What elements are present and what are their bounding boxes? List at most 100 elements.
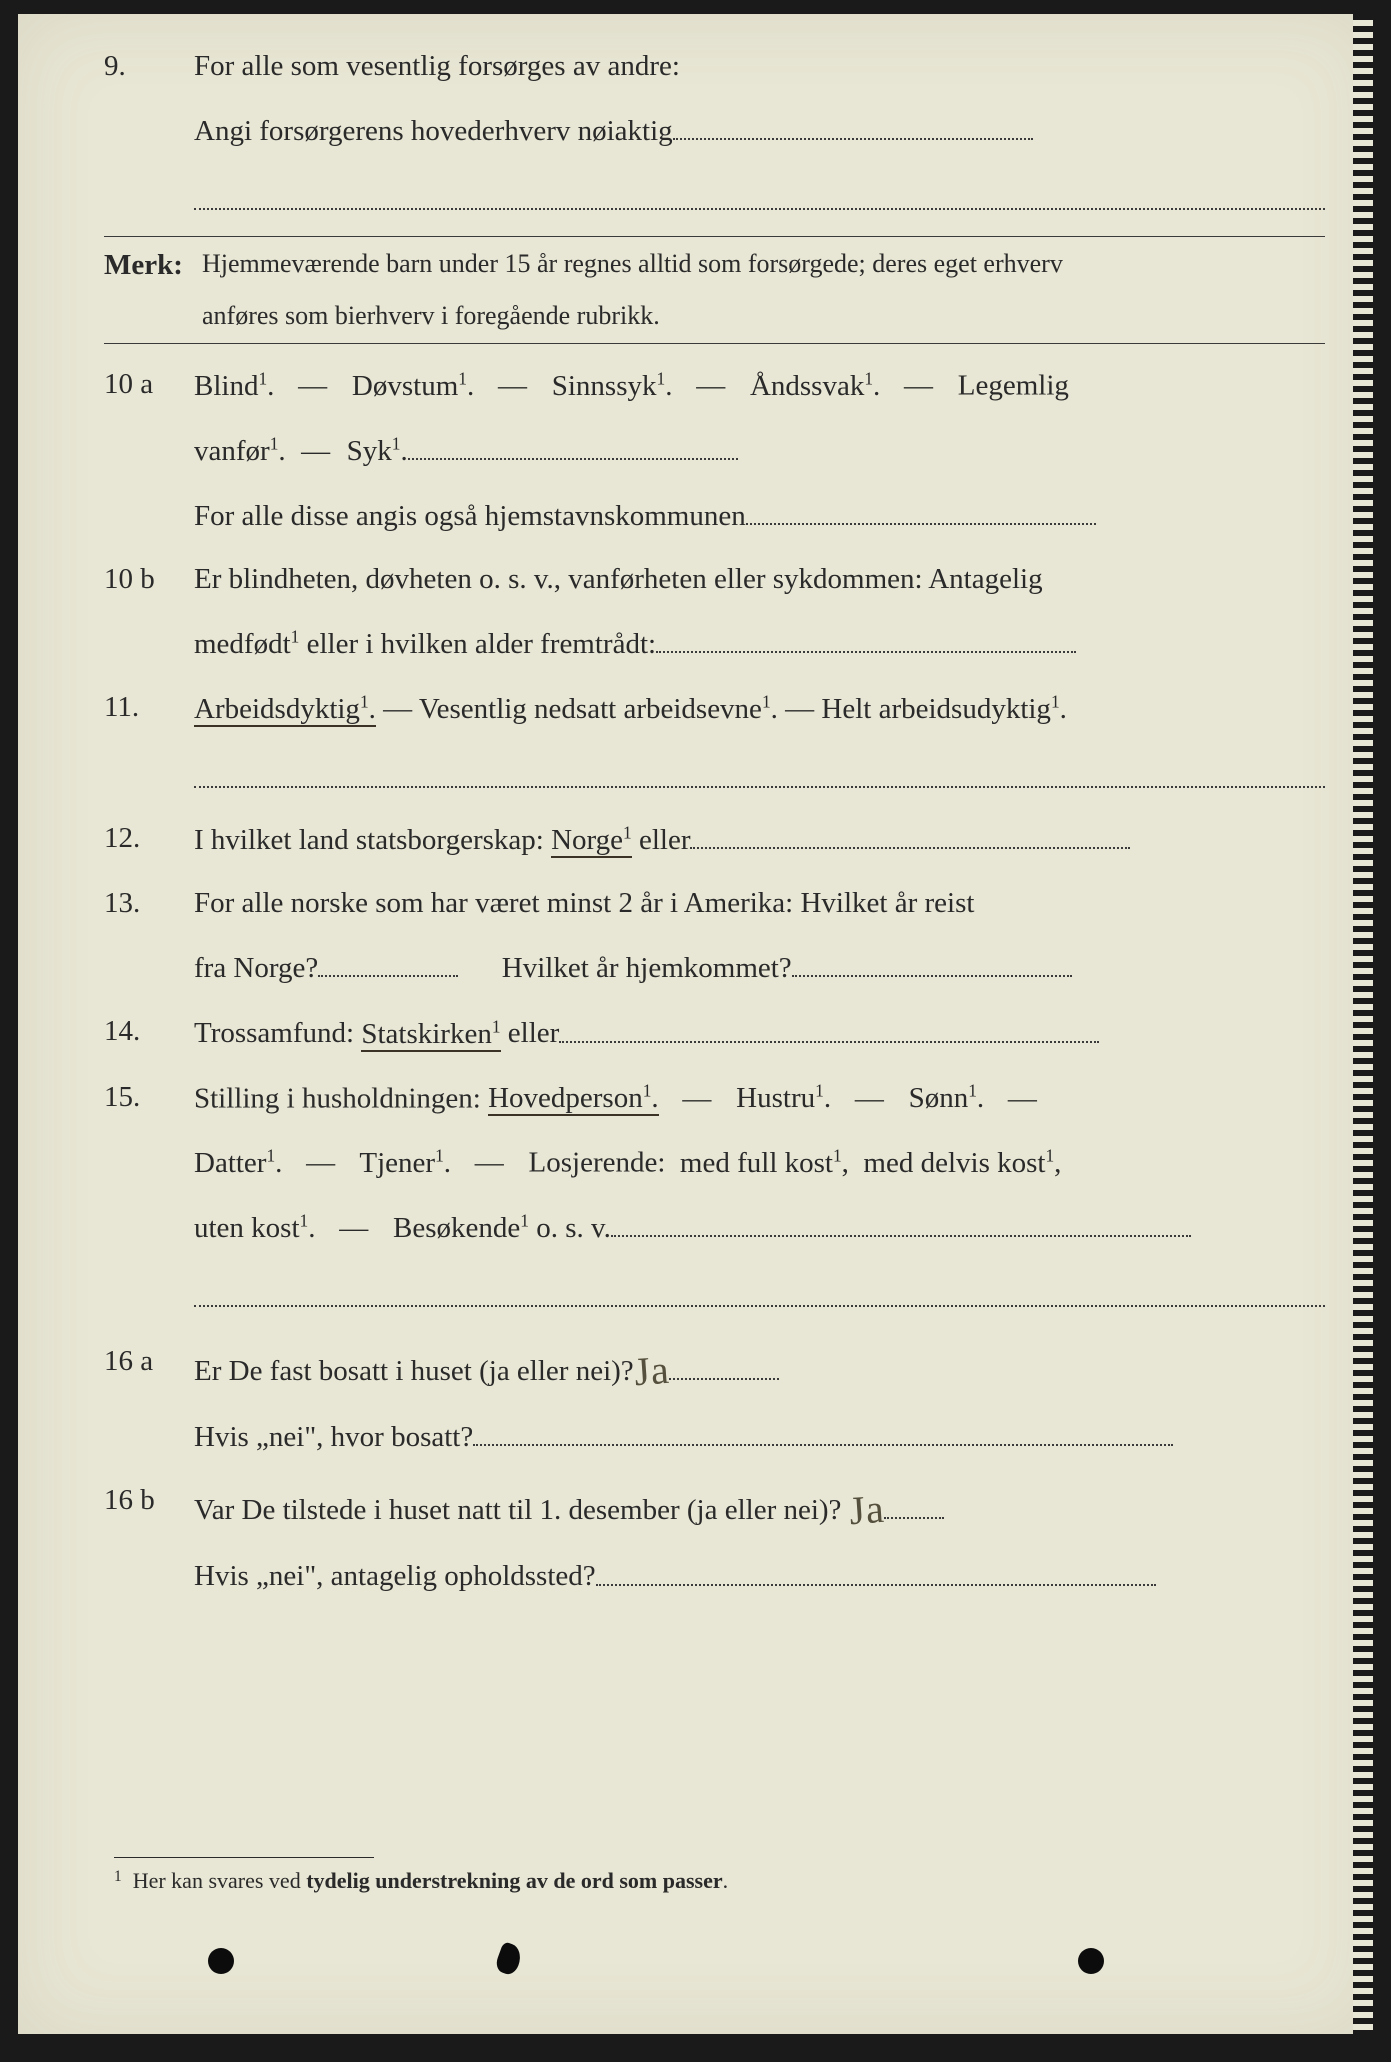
opt-statskirken-selected: Statskirken1 <box>361 1018 500 1052</box>
footnote-bold: tydelig understrekning av de ord som pas… <box>306 1868 722 1893</box>
sep: — <box>838 1082 901 1114</box>
q16b-answer-handwritten: Ja <box>848 1489 886 1531</box>
sep: — <box>323 1212 386 1244</box>
opt-tjener: Tjener1. <box>359 1147 451 1179</box>
sep: — <box>290 1147 353 1179</box>
question-10b: 10 b Er blindheten, døvheten o. s. v., v… <box>104 565 1325 693</box>
blank-line <box>408 435 738 460</box>
q16a-q2: Hvis „nei", hvor bosatt? <box>194 1421 1325 1452</box>
sep: — <box>481 370 544 402</box>
perforation-edge <box>1353 14 1373 2034</box>
merk-text1: Hjemmeværende barn under 15 år regnes al… <box>202 251 1325 277</box>
q14-label: Trossamfund: <box>194 1018 361 1050</box>
opt-datter: Datter1. <box>194 1147 282 1179</box>
question-12: 12. I hvilket land statsborgerskap: Norg… <box>104 824 1325 889</box>
opt-sonn: Sønn1. <box>909 1082 985 1114</box>
q13-hjemkommet: Hvilket år hjemkommet? <box>502 952 792 984</box>
opt-hustru: Hustru1. <box>736 1082 831 1114</box>
sep: — <box>666 1082 729 1114</box>
q15-number: 15. <box>104 1083 194 1112</box>
q10b-post: eller i hvilken alder fremtrådt: <box>299 628 656 660</box>
hole-punch-icon <box>1078 1948 1104 1974</box>
q16b-q2-text: Hvis „nei", antagelig opholdssted? <box>194 1561 596 1593</box>
q10b-line1: Er blindheten, døvheten o. s. v., vanfør… <box>194 565 1325 594</box>
q15-line2: Datter1. — Tjener1. — Losjerende: med fu… <box>194 1147 1325 1178</box>
q9-line1: For alle som vesentlig forsørges av andr… <box>194 52 1325 81</box>
footnote-post: . <box>723 1868 729 1893</box>
q11-options: Arbeidsdyktig1. — Vesentlig nedsatt arbe… <box>194 693 1325 724</box>
question-10a: 10 a Blind1. — Døvstum1. — Sinnssyk1. — … <box>104 370 1325 565</box>
q12-post: eller <box>632 824 691 856</box>
merk-label: Merk: <box>104 251 202 280</box>
q12-line: I hvilket land statsborgerskap: Norge1 e… <box>194 824 1325 855</box>
opt-nedsatt: Vesentlig nedsatt arbeidsevne1. <box>419 693 778 725</box>
opt-uten-kost: uten kost1. <box>194 1212 315 1244</box>
opt-besokende: Besøkende1 <box>393 1212 529 1244</box>
q16a-answer-handwritten: Ja <box>633 1350 671 1392</box>
blank-line <box>656 628 1076 653</box>
q15-line1: Stilling i husholdningen: Hovedperson1. … <box>194 1083 1325 1114</box>
sep: — <box>991 1082 1038 1114</box>
q10a-options-line2: vanfør1. — Syk1. <box>194 435 1325 466</box>
q14-post: eller <box>501 1018 560 1050</box>
sep: — <box>680 370 743 402</box>
scanned-form-page: 9. For alle som vesentlig forsørges av a… <box>18 14 1373 2034</box>
footnote-marker: 1 <box>114 1868 122 1885</box>
sep: — <box>785 693 821 725</box>
q10b-number: 10 b <box>104 565 194 594</box>
form-content: 9. For alle som vesentlig forsørges av a… <box>104 52 1325 1626</box>
q16a-number: 16 a <box>104 1347 194 1376</box>
opt-delvis-kost: med delvis kost1, <box>856 1147 1061 1179</box>
question-16a: 16 a Er De fast bosatt i huset (ja eller… <box>104 1347 1325 1486</box>
question-15: 15. Stilling i husholdningen: Hovedperso… <box>104 1083 1325 1348</box>
footnote-pre: Her kan svares ved <box>133 1868 307 1893</box>
rule-below-merk <box>104 343 1325 344</box>
q12-pre: I hvilket land statsborgerskap: <box>194 824 551 856</box>
q15-osv: o. s. v. <box>529 1212 611 1244</box>
q14-line: Trossamfund: Statskirken1 eller <box>194 1017 1325 1048</box>
q13-number: 13. <box>104 889 194 918</box>
q10a-line3-text: For alle disse angis også hjemstavnskomm… <box>194 500 746 532</box>
opt-andssvak: Åndssvak1. <box>750 370 880 402</box>
q12-number: 12. <box>104 824 194 853</box>
opt-norge-selected: Norge1 <box>551 824 632 858</box>
question-9: 9. For alle som vesentlig forsørges av a… <box>104 52 1325 236</box>
blank-line-full <box>194 180 1325 210</box>
question-16b: 16 b Var De tilstede i huset natt til 1.… <box>104 1486 1325 1625</box>
merk-text2: anføres som bierhverv i foregående rubri… <box>202 303 1325 329</box>
q9-line2: Angi forsørgerens hovederhverv nøiaktig <box>194 115 1325 146</box>
blank-line <box>746 500 1096 525</box>
blank-line <box>596 1560 1156 1585</box>
hole-punch-icon <box>494 1941 525 1977</box>
blank-line-full <box>194 1277 1325 1307</box>
q13-line2: fra Norge? Hvilket år hjemkommet? <box>194 952 1325 983</box>
blank-line <box>792 952 1072 977</box>
blank-line-full <box>194 758 1325 788</box>
blank-line <box>884 1494 944 1519</box>
q16a-q1-text: Er De fast bosatt i huset (ja eller nei)… <box>194 1355 634 1387</box>
blank-line <box>673 115 1033 140</box>
opt-losjerende-label: Losjerende: <box>529 1147 666 1179</box>
q10a-line3: For alle disse angis også hjemstavnskomm… <box>194 500 1325 531</box>
sep: — <box>383 693 419 725</box>
hole-punch-icon <box>208 1948 234 1974</box>
blank-line <box>559 1017 1099 1042</box>
q16b-q1-text: Var De tilstede i huset natt til 1. dese… <box>194 1494 841 1526</box>
sep: — <box>282 370 345 402</box>
q13-line1: For alle norske som har været minst 2 år… <box>194 889 1325 918</box>
sep: — <box>293 435 340 467</box>
q10b-line2: medfødt1 eller i hvilken alder fremtrådt… <box>194 628 1325 659</box>
opt-full-kost: med full kost1, <box>673 1147 849 1179</box>
q16a-q2-text: Hvis „nei", hvor bosatt? <box>194 1421 473 1453</box>
q16b-q1: Var De tilstede i huset natt til 1. dese… <box>194 1486 1325 1526</box>
q11-number: 11. <box>104 693 194 722</box>
q15-line3: uten kost1. — Besøkende1 o. s. v. <box>194 1212 1325 1243</box>
blank-line <box>690 824 1130 849</box>
blank-line <box>611 1212 1191 1237</box>
footnote: 1 Her kan svares ved tydelig understrekn… <box>114 1857 728 1894</box>
q10a-number: 10 a <box>104 370 194 399</box>
opt-vanfor: vanfør1. <box>194 435 286 467</box>
opt-syk: Syk1. <box>347 435 408 467</box>
footnote-rule <box>114 1857 374 1858</box>
q9-number: 9. <box>104 52 194 81</box>
